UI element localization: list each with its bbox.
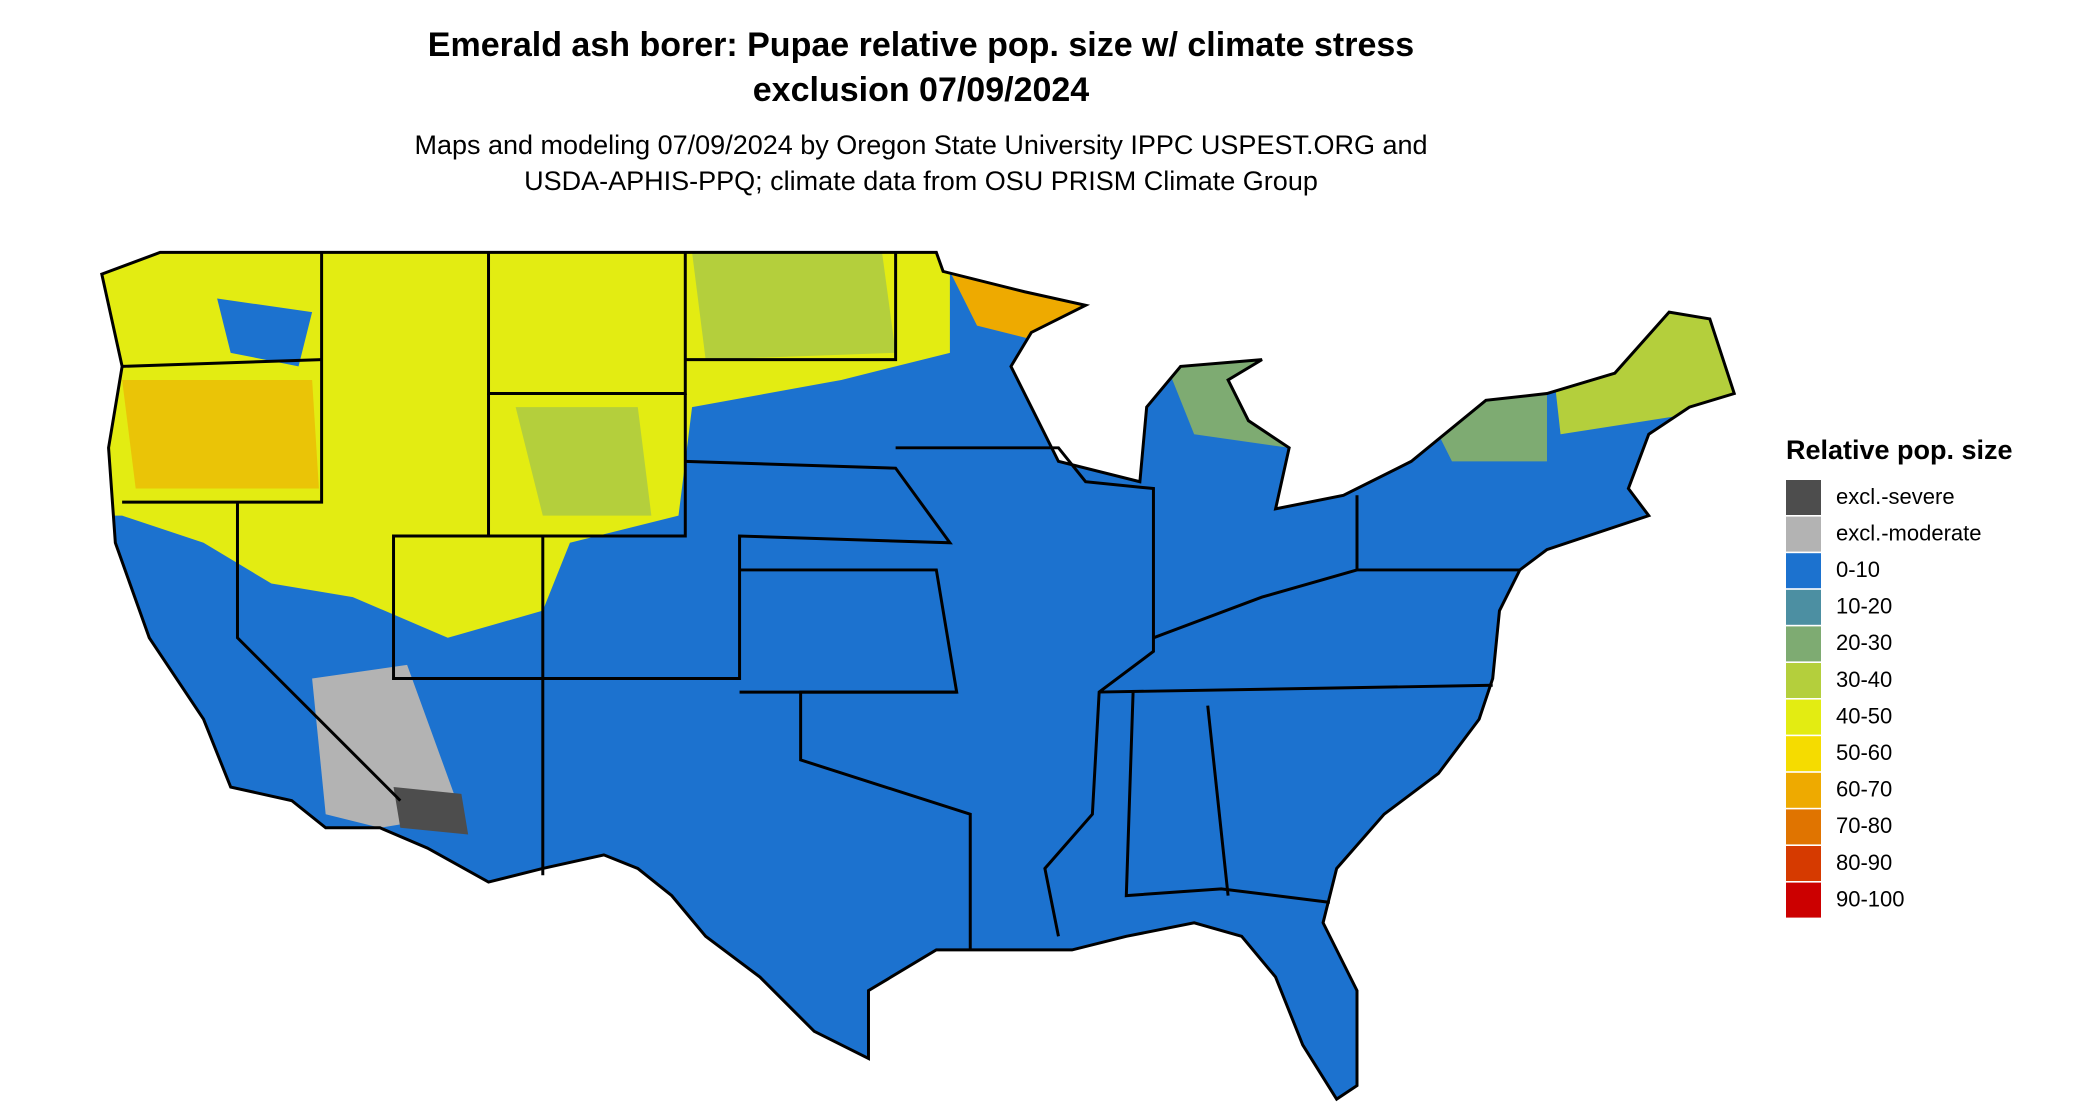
legend-label: 40-50 [1836,703,1892,728]
legend-label: 70-80 [1836,813,1892,838]
legend-swatch [1786,772,1821,808]
legend-label: 20-30 [1836,630,1892,655]
legend-swatch [1786,663,1821,698]
legend-label: 0-10 [1836,557,1880,582]
legend-swatch [1786,882,1821,918]
title: Emerald ash borer: Pupae relative pop. s… [428,26,1414,64]
legend-label: 60-70 [1836,777,1892,802]
subtitle: USDA-APHIS-PPQ; climate data from OSU PR… [524,166,1318,196]
legend-swatch [1786,809,1821,845]
legend-swatch [1786,480,1821,515]
legend-label: 50-60 [1836,740,1892,765]
legend-label: excl.-severe [1836,484,1955,509]
legend-swatch [1786,516,1821,552]
legend-swatch [1786,626,1821,662]
title: exclusion 07/09/2024 [753,71,1090,109]
subtitle: Maps and modeling 07/09/2024 by Oregon S… [414,130,1427,160]
legend-label: 80-90 [1836,850,1892,875]
legend-swatch [1786,736,1821,772]
legend-title: Relative pop. size [1786,435,2013,465]
map [100,250,1736,1101]
legend-swatch [1786,846,1821,881]
legend-swatch [1786,553,1821,589]
legend-label: 30-40 [1836,667,1892,692]
legend-label: excl.-moderate [1836,520,1982,545]
legend-label: 90-100 [1836,886,1905,911]
legend-swatch [1786,699,1821,735]
legend: excl.-severe excl.-moderate 0-10 10-20 20-30… [1786,480,1982,918]
legend-swatch [1786,589,1821,625]
legend-label: 10-20 [1836,594,1892,619]
